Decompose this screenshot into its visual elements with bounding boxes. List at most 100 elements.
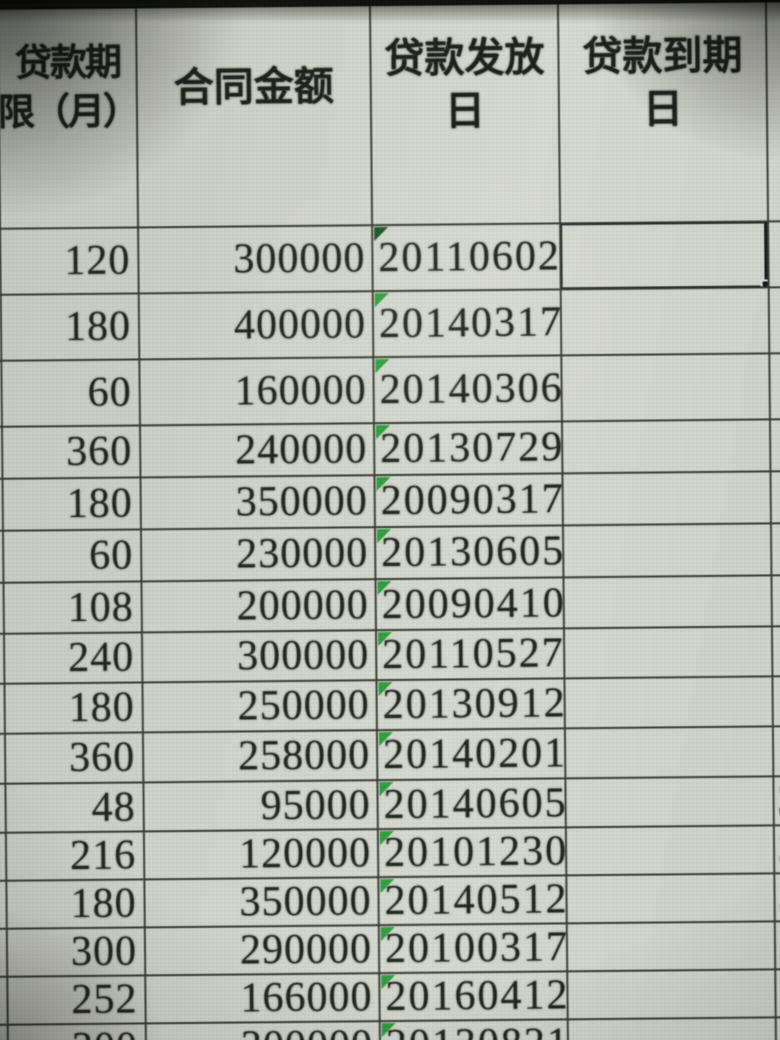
cell-contract-amount[interactable]: 120000 xyxy=(144,830,380,879)
text-as-number-indicator-icon xyxy=(375,425,391,440)
cell-issue-date[interactable]: 20090410 xyxy=(376,578,565,630)
fill-handle[interactable] xyxy=(762,281,770,289)
table-row: 180 400000 20140317 xyxy=(0,288,780,362)
text-as-number-indicator-icon xyxy=(376,529,392,544)
cell-due-date[interactable] xyxy=(565,727,775,778)
cell-right-edge[interactable] xyxy=(774,727,780,775)
cell-loan-term[interactable]: 300 xyxy=(8,1024,148,1040)
cell-contract-amount[interactable]: 240000 xyxy=(140,424,376,477)
cell-loan-term[interactable]: 180 xyxy=(3,478,142,530)
cell-value: 20140306 xyxy=(379,365,563,414)
cell-loan-term[interactable]: 120 xyxy=(1,228,140,294)
text-as-number-indicator-icon xyxy=(381,975,396,990)
cell-value: 20140512 xyxy=(384,876,568,925)
cell-issue-date[interactable]: 20100317 xyxy=(379,924,569,973)
cell-right-edge[interactable] xyxy=(773,627,780,675)
header-due-date[interactable]: 贷款到期 日 xyxy=(558,2,770,223)
cell-due-date[interactable] xyxy=(561,222,770,289)
cell-issue-date[interactable]: 20130729 xyxy=(374,422,564,475)
cell-loan-term[interactable]: 48 xyxy=(6,783,145,832)
cell-contract-amount[interactable]: 300000 xyxy=(139,226,374,293)
table-row: 60 230000 20130605 xyxy=(0,524,780,584)
table-row: 360 240000 20130729 xyxy=(0,420,780,480)
cell-due-date[interactable] xyxy=(564,627,774,678)
table-row: 180 350000 20140512 3 xyxy=(0,874,780,930)
cell-issue-date[interactable]: 20140317 xyxy=(373,290,563,357)
cell-due-date[interactable] xyxy=(563,472,772,525)
cell-due-date[interactable] xyxy=(564,576,773,628)
cell-contract-amount[interactable]: 300000 xyxy=(142,631,378,682)
cell-contract-amount[interactable]: 230000 xyxy=(141,528,377,581)
header-right-edge-cell xyxy=(767,2,780,220)
cell-due-date[interactable] xyxy=(561,288,771,355)
cell-value: 20140201 xyxy=(382,730,567,779)
cell-right-edge[interactable]: 3 xyxy=(775,874,780,920)
cell-due-date[interactable] xyxy=(568,970,777,1019)
cell-issue-date[interactable]: 20140201 xyxy=(377,729,567,780)
cell-right-edge[interactable]: 3 xyxy=(774,777,780,824)
cell-issue-date[interactable]: 20110602 xyxy=(373,224,562,291)
cell-contract-amount[interactable]: 258000 xyxy=(143,731,379,782)
header-contract-amount[interactable]: 合同金额 xyxy=(136,6,374,227)
cell-right-edge[interactable]: 2 xyxy=(776,922,780,968)
cell-contract-amount[interactable]: 350000 xyxy=(145,878,380,927)
header-text: 贷款发放 xyxy=(384,34,545,82)
cell-right-edge[interactable] xyxy=(770,288,780,352)
cell-loan-term[interactable]: 300 xyxy=(7,928,147,976)
cell-contract-amount[interactable]: 160000 xyxy=(140,358,375,425)
cell-issue-date[interactable]: 20110527 xyxy=(376,629,566,680)
cell-contract-amount[interactable]: 250000 xyxy=(143,681,378,732)
cell-due-date[interactable] xyxy=(563,524,773,577)
cell-issue-date[interactable]: 20140306 xyxy=(374,356,563,423)
header-loan-term[interactable]: 贷款期 限（月） xyxy=(0,8,140,228)
cell-contract-amount[interactable]: 400000 xyxy=(139,292,375,359)
cell-issue-date[interactable]: 20140605 xyxy=(378,779,567,829)
cell-loan-term[interactable]: 252 xyxy=(8,976,147,1024)
cell-contract-amount[interactable]: 200000 xyxy=(142,580,377,632)
cell-right-edge[interactable] xyxy=(771,420,780,470)
cell-due-date[interactable] xyxy=(562,354,771,421)
cell-issue-date[interactable]: 20160412 xyxy=(380,972,569,1021)
cell-issue-date[interactable]: 20130821 xyxy=(380,1020,570,1040)
cell-right-edge[interactable] xyxy=(770,354,780,418)
cell-loan-term[interactable]: 180 xyxy=(7,880,146,928)
cell-value: 20101230 xyxy=(383,828,568,877)
cell-loan-term[interactable]: 180 xyxy=(1,294,141,360)
table-row: 240 300000 20110527 xyxy=(0,627,780,685)
cell-loan-term[interactable]: 108 xyxy=(4,582,143,633)
cell-right-edge[interactable] xyxy=(772,576,780,625)
cell-due-date[interactable] xyxy=(567,922,777,971)
cell-loan-term[interactable]: 60 xyxy=(3,530,143,582)
cell-loan-term[interactable]: 360 xyxy=(2,426,142,478)
cell-loan-term[interactable]: 360 xyxy=(5,733,145,783)
cell-right-edge[interactable] xyxy=(771,472,780,522)
cell-loan-term[interactable]: 216 xyxy=(6,832,146,880)
cell-contract-amount[interactable]: 95000 xyxy=(144,781,379,831)
cell-contract-amount[interactable]: 290000 xyxy=(145,926,381,975)
cell-contract-amount[interactable]: 300000 xyxy=(146,1022,382,1040)
cell-value: 20140605 xyxy=(383,779,567,828)
cell-issue-date[interactable]: 20130912 xyxy=(377,679,566,730)
cell-contract-amount[interactable]: 166000 xyxy=(146,974,381,1023)
cell-issue-date[interactable]: 20140512 xyxy=(379,876,568,925)
cell-right-edge[interactable] xyxy=(776,970,780,1016)
cell-due-date[interactable] xyxy=(568,1018,778,1040)
cell-issue-date[interactable]: 20101230 xyxy=(378,828,568,877)
cell-right-edge[interactable] xyxy=(769,222,780,286)
header-issue-date[interactable]: 贷款发放 日 xyxy=(370,4,562,225)
cell-loan-term[interactable]: 240 xyxy=(4,633,144,683)
cell-due-date[interactable] xyxy=(566,777,775,827)
cell-right-edge[interactable] xyxy=(773,677,780,725)
cell-issue-date[interactable]: 20130605 xyxy=(375,526,565,579)
cell-contract-amount[interactable]: 350000 xyxy=(141,476,376,529)
cell-loan-term[interactable]: 180 xyxy=(5,683,144,733)
cell-due-date[interactable] xyxy=(562,420,772,473)
cell-issue-date[interactable]: 20090317 xyxy=(375,474,564,527)
cell-due-date[interactable] xyxy=(566,826,776,875)
cell-loan-term[interactable]: 60 xyxy=(2,360,141,426)
cell-right-edge[interactable]: 3 xyxy=(775,826,780,872)
cell-due-date[interactable] xyxy=(567,874,776,923)
cell-right-edge[interactable] xyxy=(772,524,780,574)
cell-due-date[interactable] xyxy=(565,677,774,728)
